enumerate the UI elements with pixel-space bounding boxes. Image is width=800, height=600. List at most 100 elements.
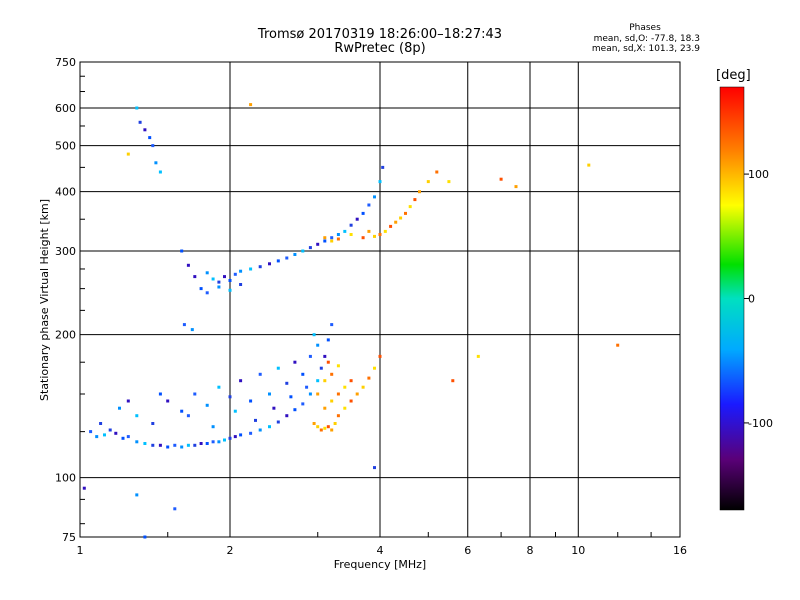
- data-point: [349, 223, 353, 227]
- data-point: [361, 211, 365, 215]
- data-point: [326, 360, 330, 364]
- data-point: [211, 440, 215, 444]
- data-point: [272, 406, 276, 410]
- data-point: [367, 203, 371, 207]
- grid-lines: [79, 61, 681, 538]
- data-point: [373, 466, 376, 470]
- data-point: [205, 442, 209, 445]
- data-point: [367, 376, 371, 380]
- data-point: [190, 328, 194, 332]
- data-point: [349, 379, 353, 383]
- x-tick-label: 8: [527, 544, 534, 557]
- data-point: [217, 280, 221, 284]
- data-point: [349, 399, 353, 403]
- data-point: [228, 279, 232, 282]
- y-axis-label: Stationary phase Virtual Height [km]: [38, 199, 51, 401]
- data-point: [233, 272, 237, 276]
- x-tick-label: 4: [377, 544, 384, 557]
- data-point: [249, 399, 253, 403]
- data-point: [323, 239, 327, 243]
- data-point: [193, 392, 197, 396]
- data-point: [135, 440, 139, 444]
- data-point: [143, 442, 147, 445]
- x-tick-label: 1: [77, 544, 84, 557]
- data-point: [228, 288, 232, 292]
- data-point: [135, 106, 139, 110]
- data-point: [211, 277, 215, 281]
- data-point: [435, 170, 439, 174]
- data-point: [316, 343, 320, 347]
- data-point: [330, 428, 334, 432]
- data-point: [323, 354, 327, 358]
- data-point: [186, 263, 190, 267]
- data-point: [330, 323, 334, 327]
- data-point: [301, 372, 305, 376]
- data-point: [217, 385, 221, 389]
- y-tick-label: 75: [62, 531, 76, 544]
- data-point: [151, 422, 155, 425]
- data-point: [158, 443, 162, 447]
- data-point: [254, 418, 257, 422]
- data-point: [326, 425, 330, 429]
- data-point: [118, 406, 121, 410]
- chart-title: Tromsø 20170319 18:26:00–18:27:43: [257, 27, 503, 42]
- data-point: [126, 435, 130, 439]
- data-point: [447, 180, 451, 184]
- y-tick-label: 200: [55, 329, 76, 342]
- data-point: [418, 190, 421, 194]
- data-point: [476, 354, 480, 358]
- data-point: [514, 185, 518, 189]
- data-point: [336, 414, 340, 418]
- stats-x-mode: mean, sd,X: 101.3, 23.9: [591, 44, 700, 54]
- colorbar-tick-label: 100: [748, 168, 769, 181]
- y-tick-label: 300: [55, 245, 76, 258]
- data-point: [99, 422, 103, 425]
- data-point: [108, 428, 112, 432]
- data-point: [330, 239, 334, 243]
- data-point: [361, 236, 365, 240]
- data-point: [95, 435, 99, 439]
- data-point: [249, 267, 253, 271]
- x-axis-label: Frequency [MHz]: [334, 558, 426, 571]
- data-point: [154, 161, 158, 165]
- data-point: [323, 406, 327, 410]
- data-point: [223, 275, 226, 279]
- data-point: [312, 422, 316, 425]
- y-tick-label: 100: [55, 472, 76, 485]
- data-point: [193, 443, 197, 447]
- data-point: [378, 233, 382, 236]
- data-point: [276, 420, 280, 424]
- data-point: [166, 399, 170, 403]
- x-tick-label: 2: [227, 544, 234, 557]
- data-point: [186, 443, 190, 447]
- data-point: [258, 372, 262, 376]
- data-point: [151, 443, 155, 447]
- data-points: [82, 103, 620, 539]
- data-point: [239, 269, 243, 273]
- y-tick-label: 600: [55, 102, 76, 115]
- data-point: [166, 445, 170, 449]
- data-point: [336, 237, 340, 241]
- data-point: [276, 366, 280, 370]
- data-point: [143, 535, 147, 539]
- x-tick-label: 16: [673, 544, 687, 557]
- data-point: [193, 275, 197, 279]
- data-point: [330, 372, 334, 376]
- x-tick-label: 6: [464, 544, 471, 557]
- data-point: [308, 246, 312, 250]
- data-point: [373, 234, 376, 238]
- data-point: [126, 152, 130, 156]
- data-point: [211, 425, 215, 429]
- data-point: [426, 180, 430, 184]
- data-point: [408, 205, 412, 209]
- data-point: [268, 392, 271, 396]
- data-point: [276, 259, 280, 263]
- data-point: [451, 379, 455, 383]
- data-point: [173, 507, 177, 511]
- data-point: [378, 180, 382, 184]
- data-point: [381, 165, 385, 169]
- data-point: [217, 285, 221, 289]
- colorbar: [719, 86, 745, 511]
- data-point: [413, 198, 417, 202]
- data-point: [394, 220, 398, 224]
